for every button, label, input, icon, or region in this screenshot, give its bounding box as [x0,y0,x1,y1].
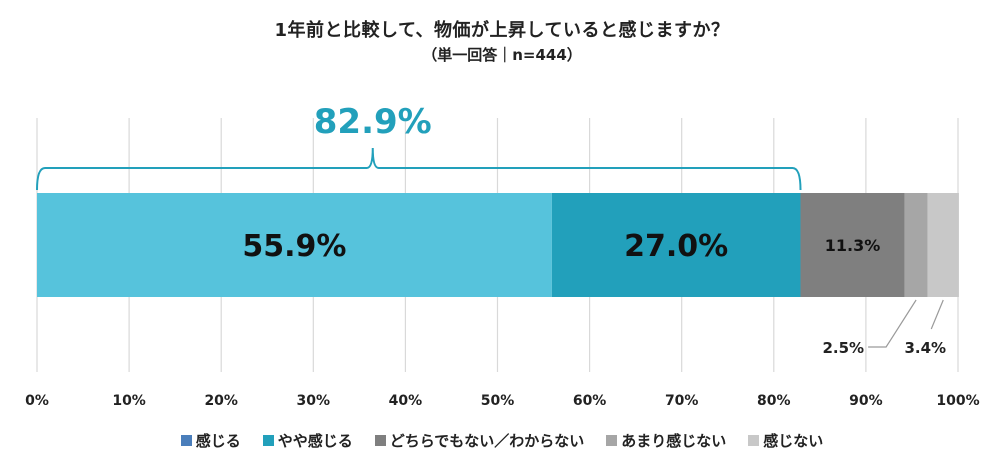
legend-item: 感じる [180,430,241,451]
bar-labels: 55.9% 27.0% 11.3% [242,229,880,264]
bar-segment [37,193,552,297]
bar-segment [927,193,959,297]
legend-swatch [262,435,274,446]
legend-item: やや感じる [262,430,353,451]
tick-label: 80% [757,393,791,409]
callout-leader [930,299,944,330]
tick-label: 100% [936,393,979,409]
callouts: 2.5% 3.4% [822,299,946,357]
legend-item: 感じない [748,430,823,451]
bar-value-label: 27.0% [624,229,728,264]
legend: 感じる やや感じる どちらでもない／わからない あまり感じない 感じない [0,430,1004,451]
stacked-bar-chart: 55.9% 27.0% 11.3% 82.9% 2.5% 3.4% 0% 10% 20% 3… [25,102,980,409]
legend-item: あまり感じない [606,430,726,451]
tick-label: 50% [481,393,515,409]
chart-subtitle: （単一回答｜n=444） [422,46,582,64]
bracket-line [36,147,802,191]
legend-label: やや感じる [277,432,353,450]
bar-value-label: 11.3% [825,236,881,255]
callout-label: 3.4% [904,339,946,357]
legend-swatch [606,435,618,446]
legend-label: どちらでもない／わからない [389,432,585,450]
bar-segment [800,193,905,297]
legend-item: どちらでもない／わからない [374,430,585,451]
tick-label: 0% [25,393,49,409]
total-bracket: 82.9% [36,102,802,191]
bracket-total-label: 82.9% [314,102,432,142]
tick-label: 90% [849,393,883,409]
x-axis-ticks: 0% 10% 20% 30% 40% 50% 60% 70% 80% 90% 100% [25,393,980,409]
legend-swatch [180,435,192,446]
legend-label: 感じない [763,432,824,450]
legend-swatch [374,435,386,446]
tick-label: 70% [665,393,699,409]
legend-label: あまり感じない [621,432,727,450]
bar-segments [37,193,959,297]
callout-label: 2.5% [822,339,864,357]
chart-title: 1年前と比較して、物価が上昇していると感じますか？ [274,20,730,41]
callout-leader [868,299,917,348]
tick-label: 20% [204,393,238,409]
bar-segment [904,193,928,297]
tick-label: 30% [297,393,331,409]
tick-label: 10% [112,393,146,409]
tick-label: 60% [573,393,607,409]
bar-segment [551,193,801,297]
bar-value-label: 55.9% [242,229,346,264]
tick-label: 40% [389,393,423,409]
legend-swatch [748,435,760,446]
legend-label: 感じる [195,432,241,450]
